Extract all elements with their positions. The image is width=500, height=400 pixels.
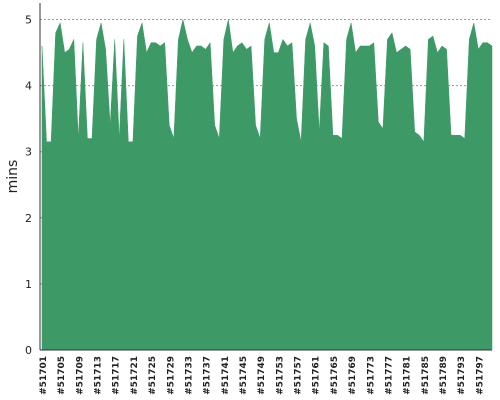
x-tick-label: #51785 xyxy=(421,356,431,395)
x-tick-labels: #51701 #51705 #51709 #51713 #51717 #51721 #517… xyxy=(39,356,485,395)
series-area xyxy=(41,19,493,351)
series-area-path xyxy=(41,19,493,351)
x-tick-label: #51793 xyxy=(457,356,467,395)
y-tick-label: 2 xyxy=(25,212,32,225)
x-tick-label: #51749 xyxy=(257,356,267,395)
y-tick-label: 1 xyxy=(25,278,32,291)
x-tick-label: #51717 xyxy=(112,356,122,395)
x-tick-label: #51777 xyxy=(385,356,395,395)
x-tick-label: #51705 xyxy=(57,356,67,395)
x-tick-label: #51753 xyxy=(275,356,285,395)
x-tick-label: #51725 xyxy=(148,356,158,395)
x-tick-label: #51701 xyxy=(39,356,49,395)
x-tick-label: #51765 xyxy=(330,356,340,395)
x-tick-label: #51773 xyxy=(366,356,376,395)
x-tick-label: #51713 xyxy=(94,356,104,395)
y-tick-label: 3 xyxy=(25,146,32,159)
x-tick-label: #51789 xyxy=(439,356,449,395)
axes xyxy=(39,3,492,351)
x-tick-label: #51737 xyxy=(203,356,213,395)
x-tick-label: #51781 xyxy=(403,356,413,395)
x-tick-label: #51709 xyxy=(75,356,85,395)
x-tick-label: #51761 xyxy=(312,356,322,395)
x-tick-label: #51729 xyxy=(166,356,176,395)
x-tick-label: #51721 xyxy=(130,356,140,395)
x-tick-label: #51733 xyxy=(185,356,195,395)
y-tick-label: 0 xyxy=(25,344,32,357)
y-tick-label: 4 xyxy=(25,80,32,93)
y-tick-labels: 0 1 2 3 4 5 xyxy=(25,14,32,357)
y-axis-title: mins xyxy=(5,160,21,194)
x-tick-label: #51757 xyxy=(294,356,304,395)
x-tick-label: #51745 xyxy=(239,356,249,395)
x-tick-label: #51797 xyxy=(475,356,485,395)
y-tick-label: 5 xyxy=(25,14,32,27)
x-tick-label: #51741 xyxy=(221,356,231,395)
x-tick-label: #51769 xyxy=(348,356,358,395)
